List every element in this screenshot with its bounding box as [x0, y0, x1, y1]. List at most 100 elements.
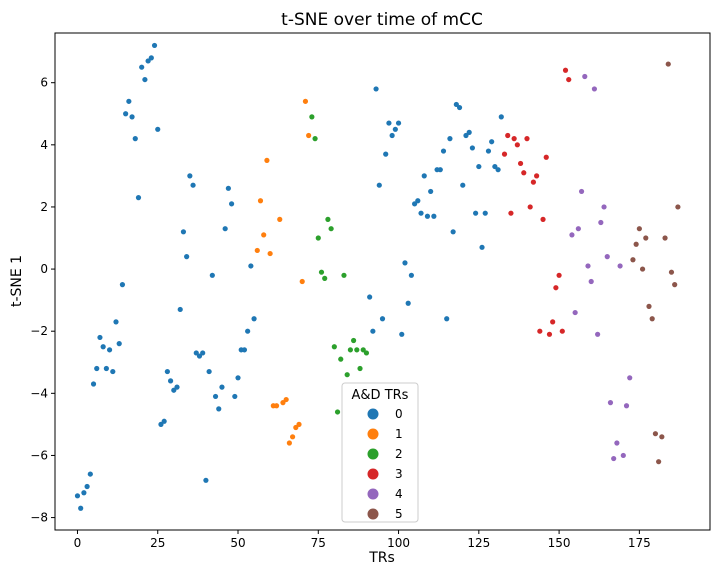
data-point-series-0: [200, 350, 206, 356]
data-point-series-0: [135, 195, 142, 201]
data-point-series-0: [395, 120, 402, 126]
data-point-series-0: [203, 477, 209, 483]
data-point-series-0: [479, 244, 485, 250]
data-point-series-5: [630, 257, 636, 263]
data-point-series-5: [646, 303, 652, 309]
data-point-series-2: [325, 216, 331, 222]
data-point-series-0: [219, 384, 225, 390]
data-point-series-2: [338, 356, 344, 362]
data-point-series-0: [492, 163, 498, 170]
data-point-series-0: [103, 365, 109, 372]
data-point-series-1: [257, 198, 264, 204]
x-tick-label: 125: [467, 536, 490, 550]
data-point-series-3: [524, 136, 530, 142]
data-point-series-0: [206, 368, 212, 375]
data-point-series-0: [167, 378, 174, 384]
data-point-series-0: [113, 319, 119, 325]
data-point-series-0: [370, 328, 376, 334]
data-point-series-0: [216, 406, 222, 412]
data-point-series-0: [235, 375, 241, 381]
data-point-series-3: [553, 285, 559, 291]
data-point-series-0: [148, 55, 154, 61]
data-point-series-3: [537, 328, 543, 334]
data-point-series-0: [78, 505, 84, 511]
data-point-series-0: [248, 263, 254, 269]
data-point-series-2: [360, 347, 366, 353]
data-point-series-0: [466, 129, 472, 135]
data-point-series-1: [306, 132, 312, 139]
plot-marks: [74, 42, 681, 511]
data-point-series-1: [264, 157, 270, 163]
x-axis-ticks: 0 25 50 75 100 125 150 175: [74, 530, 651, 550]
data-point-series-3: [550, 319, 556, 325]
data-point-series-0: [463, 132, 469, 139]
data-point-series-0: [116, 341, 122, 347]
data-point-series-0: [187, 173, 193, 179]
data-point-series-2: [363, 350, 370, 356]
x-tick-label: 150: [548, 536, 571, 550]
data-point-series-4: [617, 263, 623, 269]
data-point-series-0: [126, 98, 132, 104]
data-point-series-0: [424, 213, 431, 219]
data-point-series-1: [289, 434, 296, 440]
x-tick-label: 25: [150, 536, 165, 550]
data-point-series-0: [495, 167, 501, 173]
data-point-series-0: [158, 421, 164, 427]
legend-label: 5: [395, 507, 403, 521]
data-point-series-0: [171, 387, 177, 393]
data-point-series-5: [662, 235, 668, 241]
data-point-series-0: [476, 163, 482, 170]
data-point-series-5: [668, 269, 675, 275]
data-point-series-4: [611, 455, 617, 462]
data-point-series-0: [389, 132, 395, 139]
data-point-series-3: [511, 136, 517, 142]
plot-frame: [54, 32, 711, 531]
data-point-series-2: [357, 365, 363, 372]
data-point-series-3: [514, 142, 520, 148]
data-point-series-2: [331, 344, 337, 350]
data-point-series-0: [379, 316, 386, 322]
data-point-series-2: [322, 275, 328, 281]
data-point-series-0: [90, 381, 97, 387]
data-point-series-4: [582, 73, 588, 80]
data-point-series-0: [100, 344, 106, 350]
data-point-series-1: [293, 424, 299, 431]
data-point-series-0: [392, 126, 398, 132]
data-point-series-2: [354, 347, 360, 353]
data-point-series-0: [489, 139, 495, 145]
legend-label: 3: [395, 467, 403, 481]
data-point-series-0: [367, 294, 373, 300]
legend-label: 1: [395, 427, 403, 441]
legend-marker: [367, 408, 379, 420]
chart-title: t-SNE over time of mCC: [281, 10, 483, 30]
data-point-series-2: [315, 235, 321, 241]
data-point-series-2: [344, 372, 350, 378]
data-point-series-0: [87, 471, 93, 477]
data-point-series-4: [591, 86, 598, 92]
data-point-series-0: [485, 148, 492, 154]
data-point-series-1: [267, 250, 273, 257]
x-tick-label: 0: [74, 536, 82, 550]
x-tick-label: 175: [628, 536, 651, 550]
data-point-series-0: [473, 210, 479, 216]
data-point-series-4: [578, 188, 585, 195]
data-point-series-0: [161, 418, 167, 424]
data-point-series-2: [312, 136, 318, 142]
data-point-series-1: [296, 421, 302, 427]
data-point-series-5: [665, 61, 671, 67]
legend-marker: [367, 468, 379, 480]
data-point-series-0: [212, 393, 219, 400]
data-point-series-0: [460, 182, 466, 188]
data-point-series-0: [456, 104, 463, 111]
data-point-series-5: [659, 434, 665, 440]
data-point-series-5: [652, 431, 659, 437]
data-point-series-3: [556, 272, 562, 278]
data-point-series-2: [334, 409, 341, 415]
data-point-series-2: [351, 337, 357, 344]
data-point-series-0: [241, 347, 248, 353]
data-point-series-0: [405, 300, 411, 306]
data-point-series-0: [469, 145, 476, 151]
data-point-series-0: [119, 282, 126, 288]
data-point-series-4: [601, 204, 607, 210]
y-tick-label: −8: [30, 511, 48, 525]
